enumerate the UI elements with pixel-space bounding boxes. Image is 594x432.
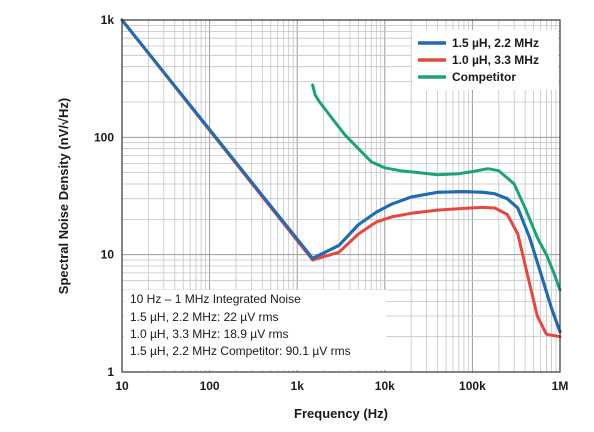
series-group	[120, 18, 562, 339]
x-tick-label: 1M	[552, 379, 569, 393]
y-tick-label: 100	[94, 130, 114, 144]
y-tick-label: 1	[107, 365, 114, 379]
annotation-line: 1.5 µH, 2.2 MHz Competitor: 90.1 µV rms	[130, 344, 351, 358]
legend-label-1: 1.0 µH, 3.3 MHz	[452, 53, 539, 67]
integrated-noise-annotation: 10 Hz – 1 MHz Integrated Noise 1.5 µH, 2.…	[124, 290, 386, 370]
x-tick-label: 10	[115, 379, 129, 393]
legend: 1.5 µH, 2.2 MHz 1.0 µH, 3.3 MHz Competitor	[412, 30, 558, 90]
series-line-1	[120, 18, 562, 339]
annotation-title: 10 Hz – 1 MHz Integrated Noise	[130, 292, 301, 306]
series-line-0-overlay	[120, 18, 562, 334]
y-tick-label: 1k	[101, 13, 115, 27]
x-tick-label: 1k	[291, 379, 305, 393]
series-line-2	[311, 83, 562, 292]
x-tick-label: 100	[200, 379, 220, 393]
annotation-box	[124, 290, 386, 370]
plot-frame	[121, 19, 561, 373]
x-tick-label: 10k	[375, 379, 395, 393]
legend-label-0: 1.5 µH, 2.2 MHz	[452, 36, 539, 50]
x-axis-label: Frequency (Hz)	[294, 406, 388, 421]
y-tick-label: 10	[101, 248, 115, 262]
legend-label-2: Competitor	[452, 70, 516, 84]
annotation-line: 1.5 µH, 2.2 MHz: 22 µV rms	[130, 310, 279, 324]
x-tick-label: 100k	[459, 379, 486, 393]
y-axis-label: Spectral Noise Density (nV/√Hz)	[56, 98, 71, 294]
annotation-line: 1.0 µH, 3.3 MHz: 18.9 µV rms	[130, 327, 289, 341]
